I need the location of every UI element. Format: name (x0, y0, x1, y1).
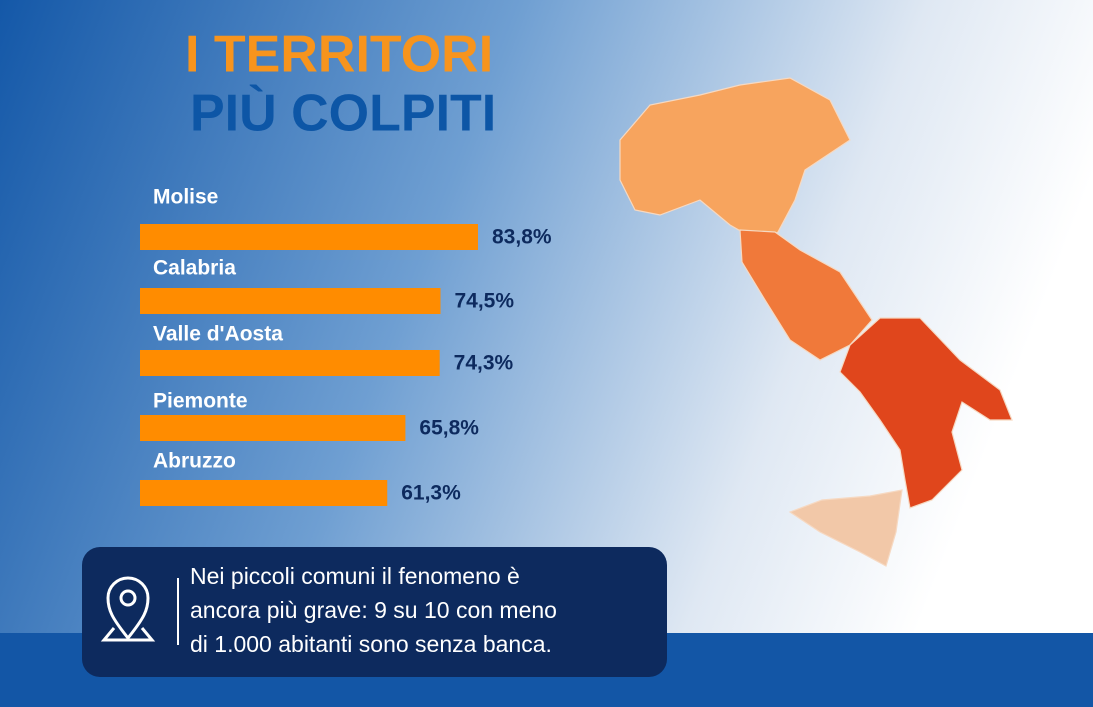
note-line: Nei piccoli comuni il fenomeno è (190, 563, 520, 589)
note-line: di 1.000 abitanti sono senza banca. (190, 631, 552, 657)
italy-map (619, 77, 1013, 567)
bar (140, 224, 478, 250)
category-label: Abruzzo (153, 450, 236, 473)
pin-base (100, 627, 156, 642)
bar (140, 415, 406, 441)
bar (140, 350, 440, 376)
category-label: Molise (153, 186, 218, 209)
value-label: 83,8% (492, 226, 552, 249)
bar (140, 288, 441, 314)
pin-icon (100, 576, 156, 642)
value-label: 74,5% (454, 290, 514, 313)
title: I TERRITORI (185, 26, 493, 84)
pin-shape (106, 576, 150, 641)
note-box (82, 547, 667, 677)
category-label: Calabria (153, 257, 236, 280)
map-north (619, 77, 851, 243)
map-sicily (788, 489, 903, 567)
category-label: Piemonte (153, 390, 248, 413)
note-text: Nei piccoli comuni il fenomeno è ancora p… (190, 563, 557, 657)
value-label: 61,3% (401, 482, 461, 505)
category-label: Valle d'Aosta (153, 323, 283, 346)
map-south (839, 317, 1013, 509)
value-label: 74,3% (454, 352, 514, 375)
value-label: 65,8% (419, 417, 479, 440)
note-line: ancora più grave: 9 su 10 con meno (190, 597, 557, 623)
subtitle: PIÙ COLPITI (190, 85, 496, 143)
bar (140, 480, 388, 506)
pin-dot (119, 589, 137, 607)
bar-chart: Molise 83,8% Calabria 74,5% Valle d'Aosta 74,… (140, 186, 552, 506)
